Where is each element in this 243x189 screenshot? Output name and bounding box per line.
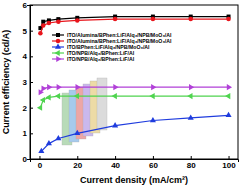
series-marker [188,17,193,22]
legend-entry: ITO/NPB/Alq₃/BPhen:LiF/Al [52,56,135,62]
series-marker [74,130,80,135]
x-tick-mark [191,156,192,159]
series-marker [187,93,192,99]
series-marker [113,84,118,90]
device-inset [62,78,107,145]
x-tick-mark [77,156,78,159]
series-marker [47,84,52,90]
legend-marker [54,50,59,56]
series-line [40,17,228,29]
x-tick-label: 80 [187,161,196,170]
legend-marker [56,33,60,37]
y-tick-mark [30,159,33,160]
series-marker [40,97,45,103]
x-tick: 0 [38,156,43,170]
series-marker [38,148,44,153]
y-tick: 0 [23,155,33,164]
x-tick-mark [115,156,116,159]
x-tick-label: 100 [222,161,236,170]
series-marker [151,17,156,22]
series-marker [113,17,118,22]
y-tick: 6 [23,1,33,10]
x-tick-label: 0 [38,161,43,170]
series-marker [38,31,43,36]
chart: 0 20 40 60 80 100 0 1 2 3 4 5 6 Current density (mA/c… [0,0,243,189]
x-axis-title: Current density (mA/cm²) [80,175,188,185]
series-marker [57,84,62,90]
series-marker [37,105,42,111]
series-marker [188,114,194,119]
y-tick-label: 3 [23,78,28,87]
series-marker [41,23,46,28]
series-marker [226,17,231,22]
y-tick: 1 [23,129,33,138]
series-marker [112,122,118,127]
series-marker [45,94,50,100]
y-tick-mark [30,108,33,109]
x-tick: 40 [111,156,120,170]
series-line [40,96,228,108]
series-marker [151,84,156,90]
series-line [41,115,228,151]
y-tick-label: 1 [23,129,28,138]
y-tick-label: 0 [23,155,28,164]
series-marker [75,18,80,23]
series-marker [47,21,52,26]
x-tick: 60 [149,156,158,170]
y-axis-title: Current efficiency (cd/A) [1,30,11,135]
y-tick: 2 [23,104,33,113]
plot-frame [30,5,238,159]
x-tick-label: 20 [73,161,82,170]
x-tick: 20 [73,156,82,170]
x-tick-mark [153,156,154,159]
y-tick-label: 4 [23,52,28,61]
series-marker [227,84,232,90]
y-tick-label: 2 [23,104,28,113]
x-axis-line [31,160,239,163]
series-marker [225,93,230,99]
legend-label: ITO/NPB/Alq₃/BPhen:LiF/Al [67,56,135,62]
series-marker [149,93,154,99]
x-tick-mark [39,156,40,159]
legend-marker [56,39,61,44]
series-marker [226,112,232,117]
plot-area [37,15,232,154]
series-marker [41,85,46,91]
legend: ITO/Alumina/BPhen:LiF/Alq₃/NPB/MoO₃/AlIT… [52,32,172,62]
y-tick-mark [30,56,33,57]
legend-marker [55,43,61,48]
y-tick-mark [30,5,33,6]
y-tick: 5 [23,27,33,36]
series-line [40,87,228,92]
series-marker [74,93,79,99]
x-tick-label: 60 [149,161,158,170]
y-tick-mark [30,133,33,134]
y-tick-mark [30,31,33,32]
x-axis: 0 20 40 60 80 100 [31,156,239,170]
y-tick: 4 [23,52,33,61]
x-tick: 80 [187,156,196,170]
series-marker [56,19,61,24]
y-tick-mark [30,82,33,83]
y-tick-label: 5 [23,27,28,36]
y-tick: 3 [23,78,33,87]
x-tick-label: 40 [111,161,120,170]
y-tick-label: 6 [23,1,28,10]
y-axis: 0 1 2 3 4 5 6 [23,1,33,164]
series-marker [46,140,52,145]
x-tick: 100 [222,156,236,170]
series-marker [41,20,45,24]
series-marker [189,84,194,90]
series-marker [55,135,61,140]
series-marker [55,93,60,99]
y-axis-line [27,6,31,160]
series-marker [112,93,117,99]
series-marker [150,117,156,122]
x-tick-mark [229,156,230,159]
legend-marker [56,56,61,62]
series-marker [76,84,81,90]
device-layer [97,78,107,130]
